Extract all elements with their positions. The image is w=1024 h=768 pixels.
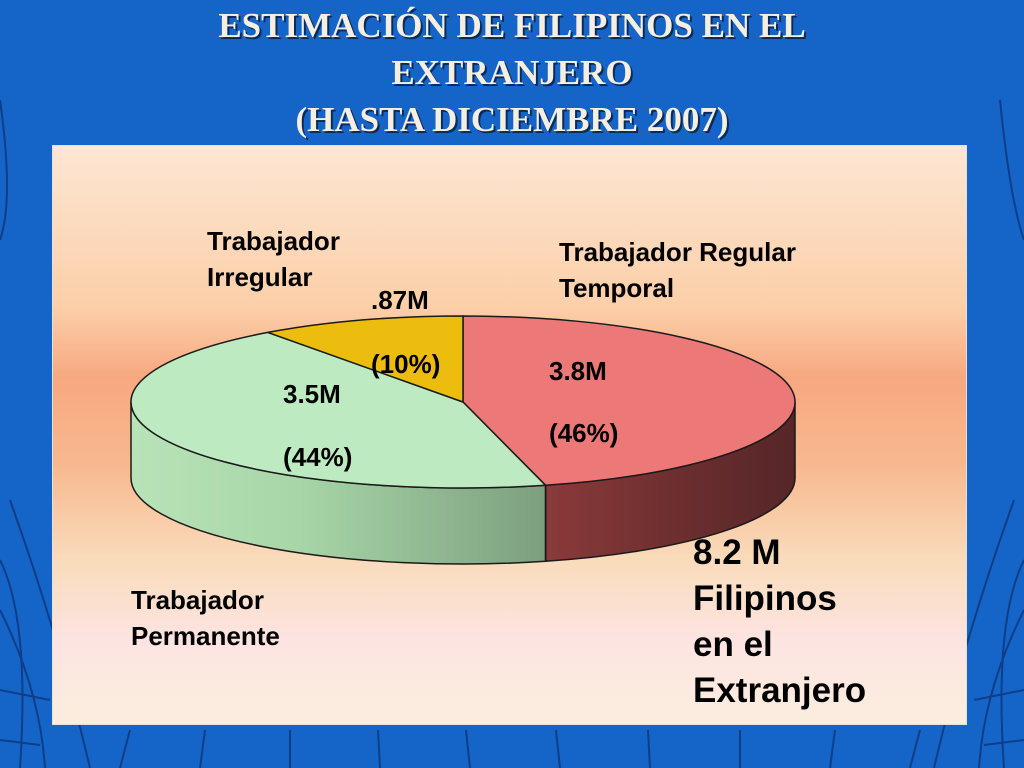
label-irregular-name: Trabajador Irregular — [207, 223, 340, 295]
pie-slice-permanente — [130, 331, 547, 489]
label-permanente-value: 3.5M — [283, 379, 341, 409]
pie-slice-regular-temporal — [462, 315, 796, 487]
total-line1: 8.2 M — [693, 533, 781, 572]
title-line-2: EXTRANJERO — [391, 53, 633, 92]
label-regular-percent: (46%) — [549, 418, 619, 448]
label-irregular-percent: (10%) — [371, 349, 441, 379]
total-label: 8.2 M Filipinos en el Extranjero — [693, 530, 866, 714]
total-line3: en el — [693, 625, 773, 664]
label-regular-line1: Trabajador Regular — [559, 237, 796, 267]
title-line-1: ESTIMACIÓN DE FILIPINOS EN EL — [218, 6, 806, 45]
label-permanente-line2: Permanente — [131, 621, 280, 651]
label-irregular-line1: Trabajador — [207, 226, 340, 256]
title-line-3: (HASTA DICIEMBRE 2007) — [295, 100, 729, 139]
chart-panel: Trabajador Irregular .87M (10%) Trabajad… — [52, 145, 967, 725]
label-regular-name: Trabajador Regular Temporal — [559, 234, 796, 306]
pie-slice-irregular — [267, 315, 464, 403]
label-irregular-value: .87M — [371, 285, 429, 315]
total-line2: Filipinos — [693, 579, 837, 618]
label-permanente-name: Trabajador Permanente — [131, 582, 280, 654]
label-regular-line2: Temporal — [559, 273, 675, 303]
label-permanente-line1: Trabajador — [131, 585, 264, 615]
total-line4: Extranjero — [693, 671, 867, 710]
pie-chart — [130, 315, 796, 565]
chart-title: ESTIMACIÓN DE FILIPINOS EN EL EXTRANJERO… — [0, 2, 1024, 143]
label-regular-value: 3.8M — [549, 356, 607, 386]
pie-3d — [130, 315, 796, 565]
label-permanente-percent: (44%) — [283, 442, 353, 472]
label-irregular-line2: Irregular — [207, 262, 313, 292]
